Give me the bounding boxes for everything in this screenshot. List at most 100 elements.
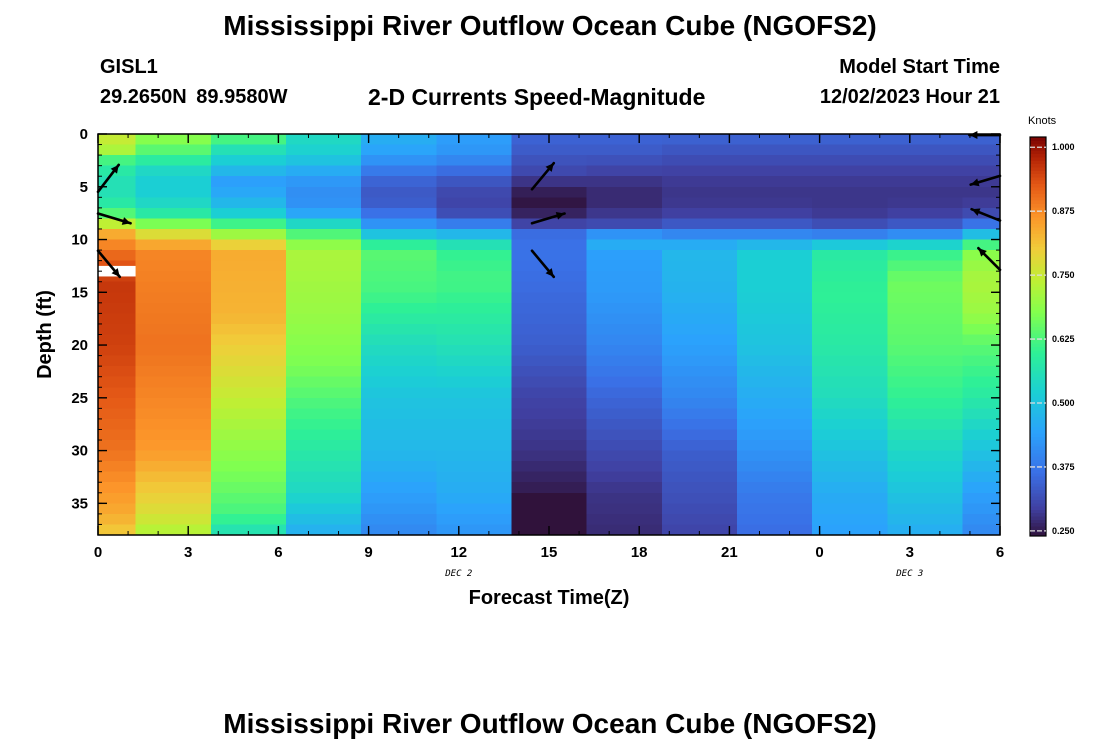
colorbar-segment <box>1030 176 1046 181</box>
heatmap-cell <box>962 281 1001 293</box>
colorbar-tick-label: 0.875 <box>1052 206 1075 216</box>
colorbar-segment <box>1030 426 1046 431</box>
heatmap-cell <box>887 397 964 409</box>
heatmap-cell <box>661 355 738 367</box>
heatmap-cell <box>285 239 362 251</box>
x-tick-label: 6 <box>274 544 282 561</box>
arrow-head <box>121 217 131 225</box>
colorbar-segment <box>1030 429 1046 434</box>
heatmap-cell <box>736 482 813 494</box>
heatmap-cell <box>210 482 287 494</box>
heatmap-cell <box>511 323 588 336</box>
heatmap-cell <box>661 334 738 346</box>
heatmap-cell <box>812 503 888 515</box>
station-id: GISL1 <box>100 56 158 78</box>
heatmap-cell <box>887 228 964 241</box>
heatmap-cell <box>586 397 663 409</box>
heatmap-cell <box>812 292 888 304</box>
heatmap-cell <box>586 207 663 220</box>
heatmap-cell <box>98 228 137 241</box>
heatmap-cell <box>285 165 362 177</box>
heatmap-cell <box>962 260 1001 272</box>
heatmap-cell <box>812 461 888 473</box>
heatmap-cell <box>586 281 663 293</box>
heatmap-cell <box>586 197 663 209</box>
arrow-head <box>545 268 554 277</box>
heatmap-cell <box>586 471 663 483</box>
heatmap-cell <box>511 387 588 399</box>
heatmap-cell <box>962 155 1001 167</box>
heatmap-cell <box>210 492 287 504</box>
colorbar-segment <box>1030 166 1046 171</box>
current-arrow <box>970 207 1002 222</box>
heatmap-cell <box>586 334 663 346</box>
x-tick-label: 21 <box>721 544 738 561</box>
current-arrow <box>96 163 121 194</box>
heatmap-cell <box>285 492 362 504</box>
heatmap-cell <box>586 492 663 504</box>
heatmap-cell <box>736 144 813 156</box>
heatmap-cell <box>586 345 663 357</box>
heatmap-cell <box>962 302 1001 314</box>
heatmap-cell <box>586 165 663 177</box>
heatmap-cell <box>812 228 888 241</box>
heatmap-cell <box>736 334 813 346</box>
heatmap-cell <box>210 461 287 473</box>
heatmap-cell <box>210 313 287 325</box>
heatmap-cell <box>736 429 813 441</box>
heatmap-cell <box>135 323 212 336</box>
colorbar-segment <box>1030 160 1046 165</box>
heatmap-cell <box>361 440 437 452</box>
heatmap-cell <box>98 197 137 209</box>
colorbar-segment <box>1030 200 1046 204</box>
heatmap-cell <box>586 513 663 526</box>
heatmap-cell <box>436 271 513 283</box>
colorbar-segment <box>1030 263 1046 268</box>
chart-title: Mississippi River Outflow Ocean Cube (NG… <box>223 10 877 41</box>
heatmap-cell <box>887 323 964 336</box>
heatmap-cell <box>962 165 1001 177</box>
heatmap-cell <box>962 513 1001 526</box>
heatmap-cell <box>736 155 813 167</box>
colorbar-segment <box>1030 386 1046 391</box>
colorbar-segment <box>1030 432 1046 437</box>
heatmap-cell <box>436 218 513 230</box>
colorbar-segment <box>1030 289 1046 294</box>
colorbar-segment <box>1030 449 1046 454</box>
current-arrow <box>968 131 1002 140</box>
heatmap-cell <box>586 524 663 536</box>
heatmap-cell <box>98 239 137 251</box>
station-coordinates: 29.2650N 89.9580W <box>100 86 288 108</box>
colorbar-segment <box>1030 349 1046 354</box>
heatmap-cell <box>98 524 137 536</box>
heatmap-cell <box>436 418 513 431</box>
model-start-label: Model Start Time <box>839 56 1000 78</box>
heatmap-cell <box>210 292 287 304</box>
heatmap-cell <box>98 155 137 167</box>
heatmap-cell <box>962 345 1001 357</box>
heatmap-cell <box>135 134 212 146</box>
heatmap-cell <box>210 155 287 167</box>
colorbar-segment <box>1030 323 1046 328</box>
heatmap-cell <box>736 281 813 293</box>
colorbar-segment <box>1030 396 1046 401</box>
heatmap-cell <box>210 397 287 409</box>
colorbar-segment <box>1030 476 1046 480</box>
heatmap-cell <box>812 134 888 146</box>
heatmap-cell <box>586 387 663 399</box>
heatmap-cell <box>210 207 287 220</box>
heatmap-cell <box>361 397 437 409</box>
heatmap-cell <box>210 366 287 378</box>
heatmap-cell <box>661 250 738 262</box>
heatmap-cell <box>586 176 663 188</box>
heatmap-cell <box>135 387 212 399</box>
colorbar-segment <box>1030 150 1046 155</box>
heatmap-cell <box>361 207 437 220</box>
heatmap-cell <box>285 366 362 378</box>
heatmap-cell <box>812 218 888 230</box>
heatmap-cell <box>285 440 362 452</box>
heatmap-cell <box>210 176 287 188</box>
heatmap-cell <box>210 134 287 146</box>
heatmap-cell <box>135 186 212 198</box>
heatmap-cell <box>98 492 137 504</box>
